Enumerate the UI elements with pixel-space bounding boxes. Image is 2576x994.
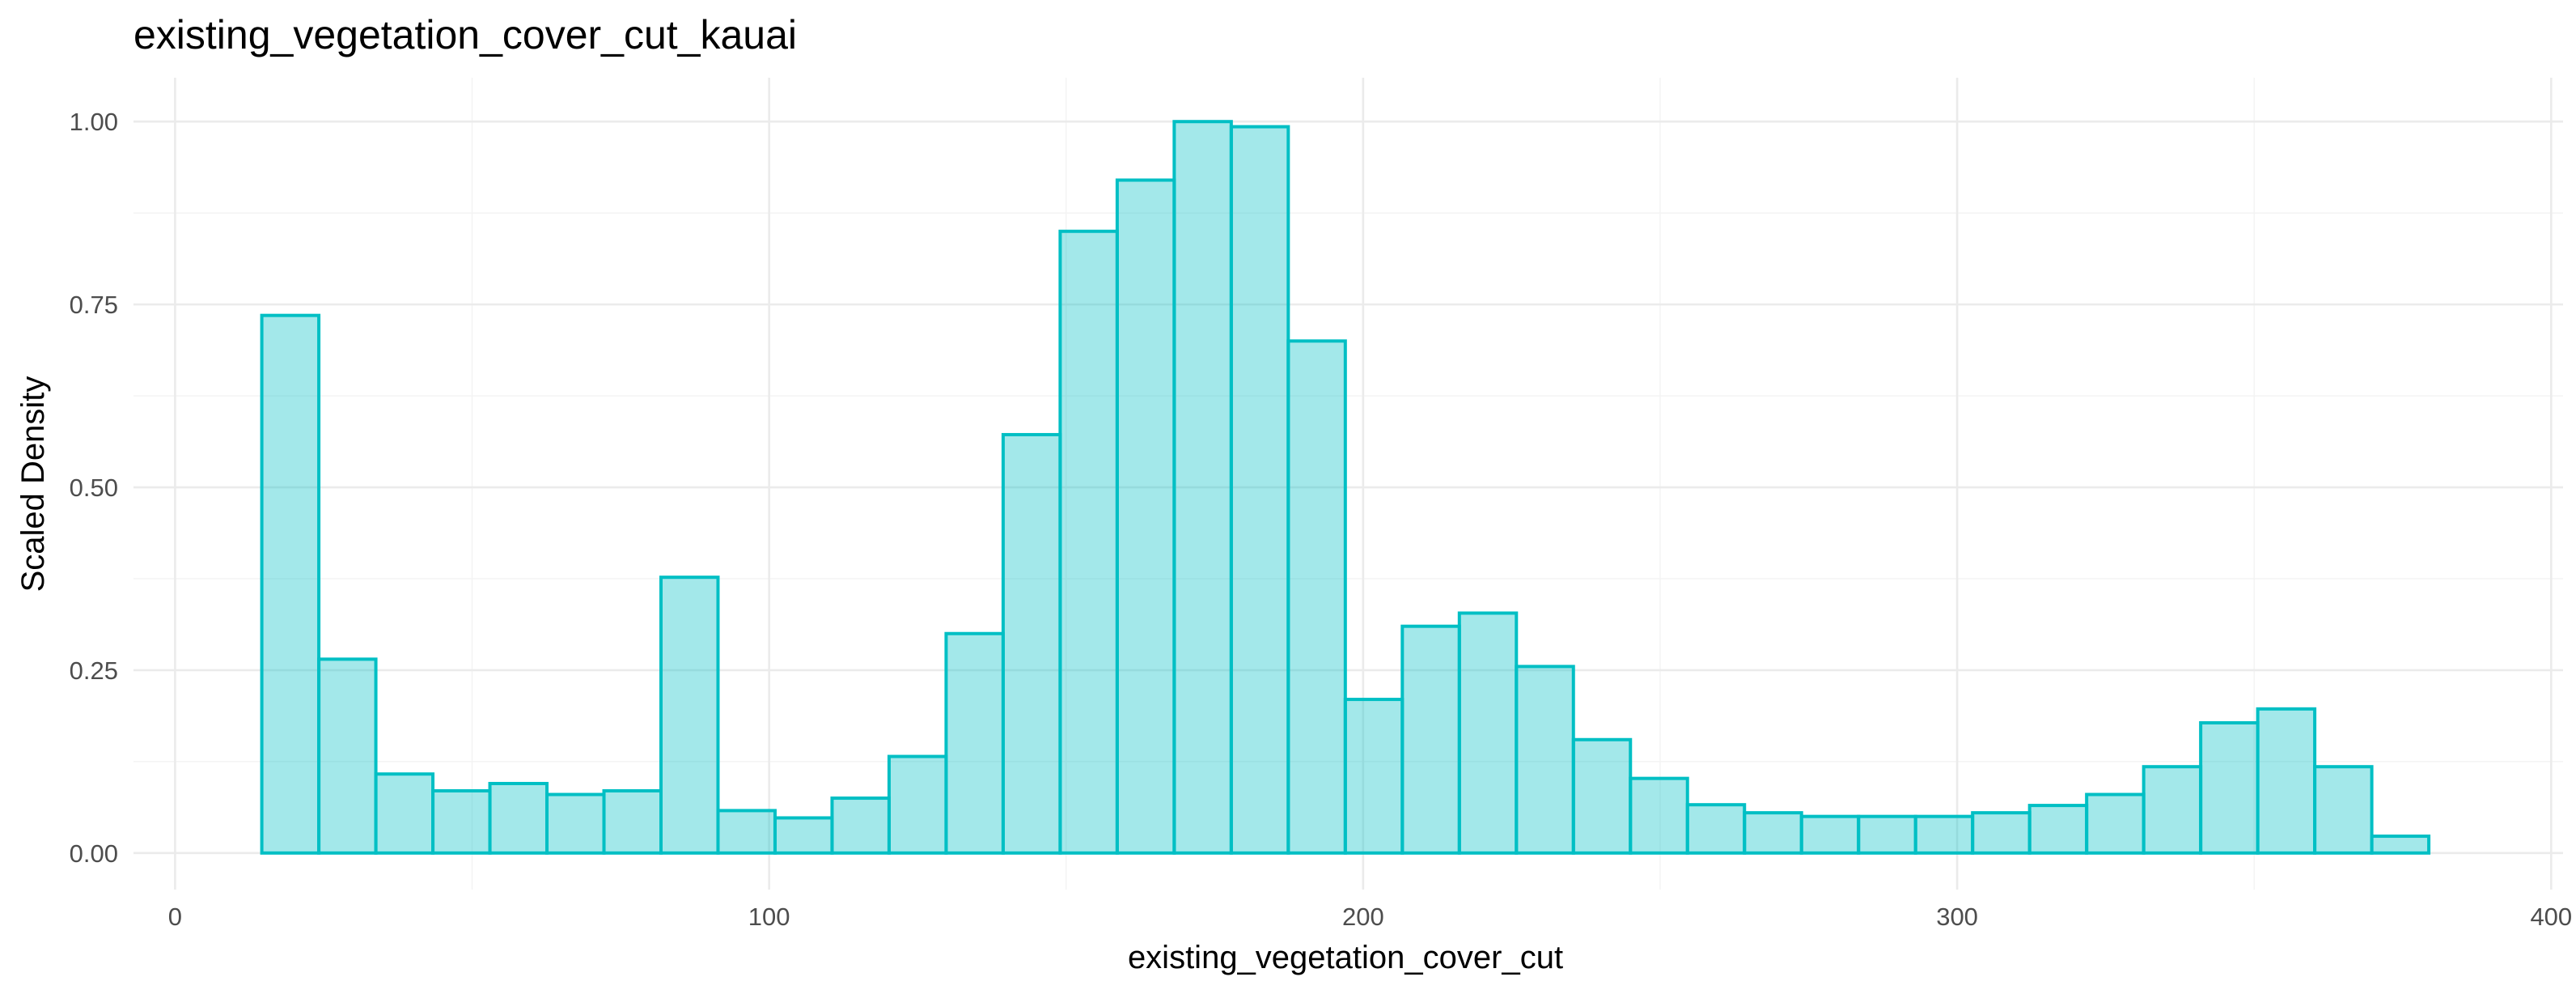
histogram-bar [1857, 814, 1917, 855]
histogram-bar [773, 816, 834, 855]
histogram-bar [431, 789, 492, 855]
histogram-bar [659, 576, 720, 855]
bars [260, 120, 2431, 855]
histogram-bar [2313, 765, 2374, 855]
histogram-bar [1229, 125, 1290, 855]
histogram-bar [716, 809, 777, 855]
histogram-bar [1629, 776, 1689, 855]
y-tick-label: 0.50 [70, 474, 118, 502]
histogram-bar [1743, 811, 1803, 855]
y-tick-label: 0.75 [70, 291, 118, 319]
histogram-bar [1571, 737, 1633, 855]
histogram-bar [317, 657, 378, 855]
x-tick-label: 300 [1936, 903, 1978, 931]
histogram-bar [1515, 665, 1575, 855]
histogram-bar [602, 789, 663, 855]
histogram-bar [944, 631, 1005, 855]
histogram-bar [2256, 707, 2317, 855]
y-axis-title: Scaled Density [15, 376, 51, 593]
histogram-bar [887, 754, 948, 855]
histogram-bar [2142, 765, 2203, 855]
chart-title: existing_vegetation_cover_cut_kauai [133, 12, 797, 57]
histogram-bar [1001, 432, 1062, 855]
x-tick-label: 0 [168, 903, 182, 931]
x-tick-label: 400 [2530, 903, 2572, 931]
x-axis-title: existing_vegetation_cover_cut [1128, 940, 1563, 975]
histogram-bar [260, 313, 321, 855]
histogram-bar [1685, 803, 1747, 855]
histogram-bar [830, 796, 891, 855]
histogram-bar [1115, 178, 1176, 855]
histogram-bar [2370, 835, 2431, 855]
histogram-bar [2085, 792, 2146, 855]
histogram-bar [1913, 814, 1975, 855]
histogram-bar [1286, 339, 1347, 855]
histogram-bar [374, 772, 435, 855]
x-tick-label: 200 [1342, 903, 1384, 931]
histogram-bar [1058, 229, 1119, 855]
histogram-bar [1799, 814, 1861, 855]
histogram-bar [1971, 811, 2032, 855]
histogram-bar [1457, 611, 1519, 855]
histogram-bar [2199, 720, 2260, 855]
y-tick-label: 0.00 [70, 839, 118, 868]
y-axis-ticks: 0.00 0.25 0.50 0.75 1.00 [70, 108, 118, 868]
histogram-bar [1400, 624, 1461, 855]
y-tick-label: 0.25 [70, 656, 118, 685]
x-axis-ticks: 0 100 200 300 400 [168, 903, 2572, 931]
histogram-bar [2027, 804, 2089, 855]
histogram-bar [1343, 698, 1405, 855]
histogram-bar [488, 781, 549, 855]
x-tick-label: 100 [748, 903, 790, 931]
y-tick-label: 1.00 [70, 108, 118, 136]
histogram-bar [545, 792, 606, 855]
histogram-bar [1172, 120, 1233, 855]
